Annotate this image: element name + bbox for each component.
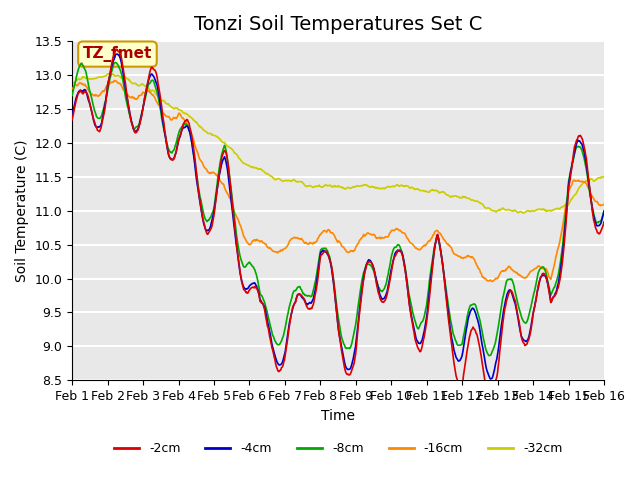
Legend: -2cm, -4cm, -8cm, -16cm, -32cm: -2cm, -4cm, -8cm, -16cm, -32cm: [109, 437, 567, 460]
X-axis label: Time: Time: [321, 408, 355, 422]
Y-axis label: Soil Temperature (C): Soil Temperature (C): [15, 140, 29, 282]
Text: TZ_fmet: TZ_fmet: [83, 46, 152, 62]
Title: Tonzi Soil Temperatures Set C: Tonzi Soil Temperatures Set C: [194, 15, 483, 34]
